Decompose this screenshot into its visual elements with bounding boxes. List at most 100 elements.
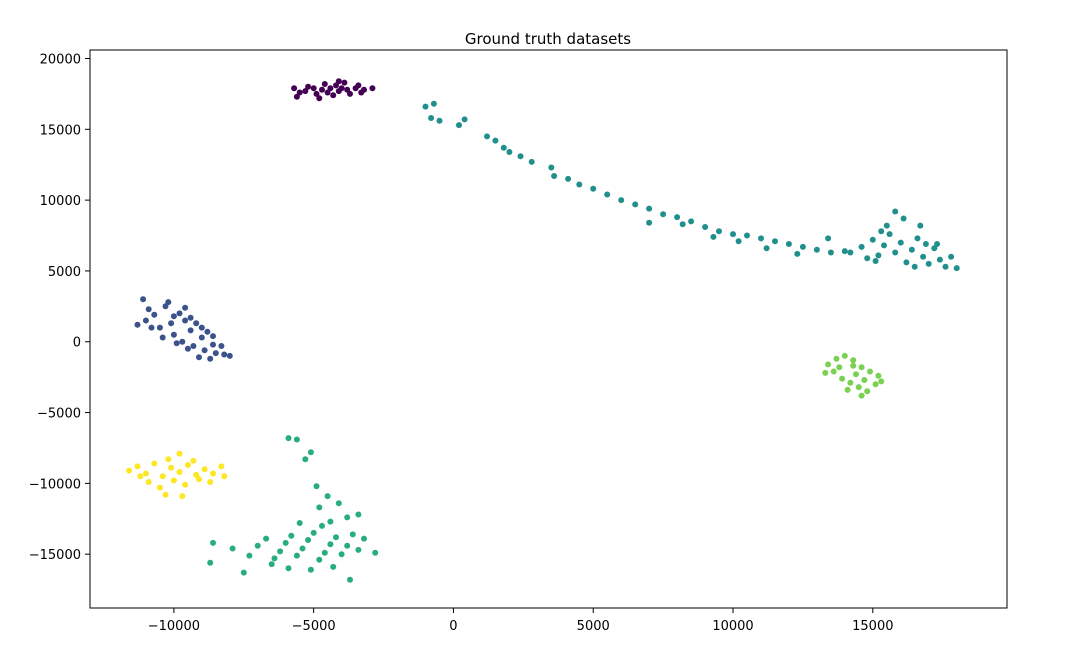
x-tick-label: 15000: [852, 619, 893, 634]
data-point-series-3: [293, 436, 300, 443]
data-point-series-2: [903, 259, 910, 266]
x-tick-label: 5000: [577, 619, 610, 634]
data-point-series-2: [948, 253, 955, 260]
data-point-series-2: [730, 231, 736, 238]
data-point-series-2: [618, 197, 625, 204]
data-point-series-5: [182, 481, 189, 488]
data-point-series-3: [335, 500, 342, 507]
data-point-series-5: [221, 473, 228, 480]
data-point-series-2: [763, 245, 770, 252]
data-point-series-5: [210, 470, 216, 477]
data-point-series-1: [142, 317, 149, 324]
data-point-series-3: [305, 537, 312, 543]
data-point-series-2: [911, 263, 918, 270]
data-point-series-3: [288, 532, 295, 539]
data-point-series-1: [173, 340, 180, 347]
data-point-series-3: [302, 456, 309, 463]
data-point-series-0: [335, 78, 342, 85]
data-point-series-4: [875, 372, 882, 379]
data-point-series-0: [319, 86, 325, 93]
data-point-series-2: [430, 100, 437, 107]
data-point-series-4: [858, 392, 865, 399]
x-tick-label: 0: [449, 619, 457, 634]
data-point-series-2: [517, 153, 524, 160]
plot-area-frame: [89, 49, 1008, 609]
data-point-series-2: [702, 224, 709, 230]
data-point-series-3: [246, 552, 253, 559]
x-axis: −10000 −5000 0 5000 10000 15000: [148, 608, 893, 634]
data-point-series-2: [794, 250, 801, 257]
data-point-series-2: [934, 241, 941, 247]
data-point-series-1: [184, 345, 191, 352]
data-point-series-1: [156, 324, 163, 331]
data-point-series-1: [176, 310, 183, 317]
data-point-series-3: [327, 518, 334, 525]
data-point-series-3: [355, 546, 362, 553]
data-point-series-1: [151, 311, 158, 318]
chart-title: Ground truth datasets: [465, 30, 631, 48]
scatter-points: [126, 78, 960, 583]
data-point-series-5: [196, 476, 202, 483]
data-point-series-1: [201, 347, 208, 354]
y-tick-label: 20000: [40, 52, 81, 67]
data-point-series-5: [207, 479, 214, 485]
data-point-series-3: [268, 561, 275, 568]
data-point-series-2: [864, 255, 871, 262]
data-point-series-3: [271, 555, 278, 562]
data-point-series-2: [565, 175, 572, 182]
data-point-series-2: [920, 253, 927, 260]
data-point-series-4: [830, 368, 837, 375]
data-point-series-2: [646, 219, 653, 226]
data-point-series-4: [872, 381, 879, 388]
data-point-series-2: [892, 208, 899, 215]
data-point-series-2: [878, 228, 885, 235]
data-point-series-3: [344, 542, 351, 549]
data-point-series-5: [126, 467, 133, 474]
data-point-series-3: [319, 522, 325, 529]
data-point-series-1: [159, 334, 166, 341]
data-point-series-0: [316, 95, 323, 102]
data-point-series-3: [324, 493, 331, 500]
data-point-series-2: [825, 235, 832, 242]
data-point-series-5: [134, 463, 141, 470]
data-point-series-2: [931, 245, 938, 252]
data-point-series-2: [461, 116, 468, 123]
data-point-series-2: [953, 265, 960, 272]
data-point-series-3: [263, 535, 270, 542]
data-point-series-3: [285, 565, 292, 572]
data-point-series-0: [358, 89, 365, 96]
data-point-series-2: [942, 263, 949, 270]
data-point-series-1: [182, 304, 189, 311]
data-point-series-1: [145, 306, 152, 313]
data-point-series-3: [296, 520, 303, 526]
data-point-series-5: [137, 473, 144, 480]
data-point-series-3: [372, 549, 379, 556]
data-point-series-3: [299, 545, 306, 552]
data-point-series-1: [170, 313, 177, 320]
data-point-series-2: [872, 258, 879, 264]
data-point-series-0: [313, 90, 320, 97]
data-point-series-0: [302, 88, 309, 95]
data-point-series-5: [218, 463, 225, 470]
y-tick-label: −10000: [29, 477, 81, 492]
data-point-series-1: [148, 324, 155, 331]
data-point-series-0: [330, 92, 337, 99]
data-point-series-2: [484, 133, 490, 140]
data-point-series-2: [456, 122, 462, 129]
data-point-series-2: [506, 149, 513, 155]
data-point-series-5: [201, 466, 208, 473]
data-point-series-2: [875, 252, 882, 259]
data-point-series-5: [190, 457, 197, 464]
data-point-series-1: [179, 338, 186, 345]
data-point-series-2: [841, 248, 848, 255]
data-point-series-3: [229, 545, 236, 552]
data-point-series-3: [207, 559, 214, 566]
data-point-series-5: [162, 491, 169, 498]
data-point-series-2: [492, 137, 499, 144]
data-point-series-3: [240, 569, 247, 576]
data-point-series-2: [551, 173, 558, 179]
data-point-series-3: [254, 542, 261, 549]
data-point-series-2: [576, 181, 583, 188]
data-point-series-4: [836, 364, 843, 371]
